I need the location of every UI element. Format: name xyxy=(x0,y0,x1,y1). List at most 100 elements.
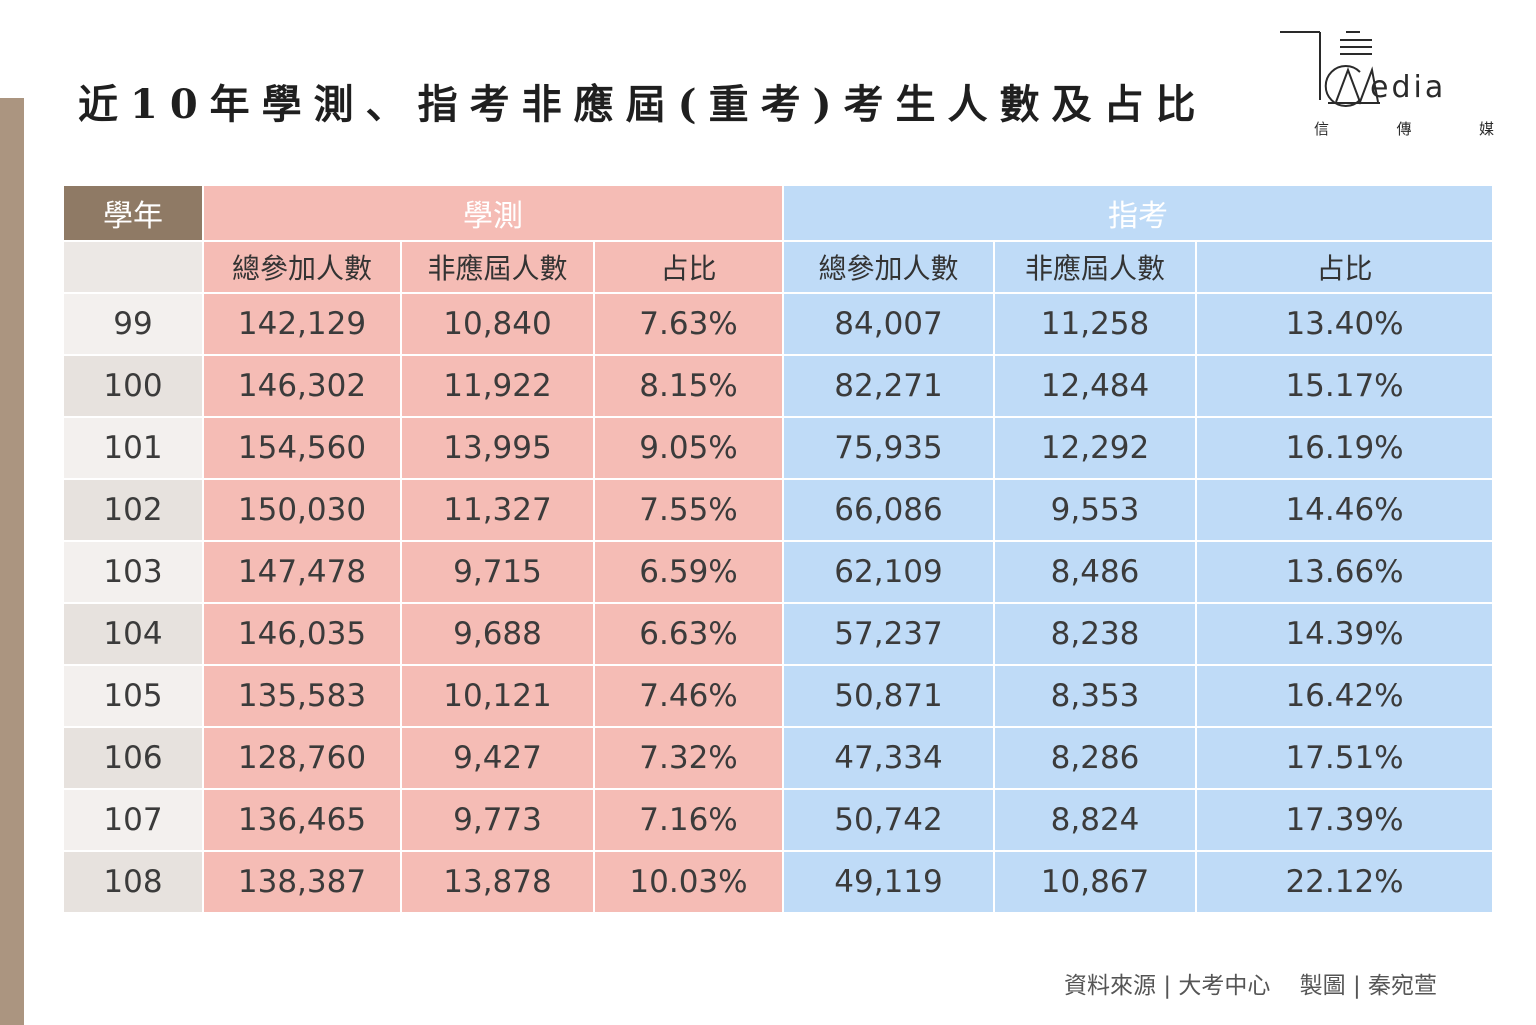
ast-cell: 66,086 xyxy=(782,478,996,542)
ast-cell: 82,271 xyxy=(782,354,996,418)
gsat-cell: 138,387 xyxy=(202,850,402,914)
table-row: 104 146,035 9,688 6.63% 57,237 8,238 14.39% xyxy=(62,602,1495,666)
ast-cell: 75,935 xyxy=(782,416,996,480)
gsat-cell: 146,035 xyxy=(202,602,402,666)
ast-cell: 47,334 xyxy=(782,726,996,790)
year-cell: 101 xyxy=(62,416,204,480)
separator: | xyxy=(1352,973,1361,999)
footer-credits: 資料來源 | 大考中心 製圖 | 秦宛萱 xyxy=(1064,966,1437,1000)
ast-cell: 12,484 xyxy=(993,354,1198,418)
ast-cell: 57,237 xyxy=(782,602,996,666)
logo-mark-icon xyxy=(1280,31,1380,107)
column-header: 占比 xyxy=(1195,240,1495,294)
media-logo: edia 信 傳 媒 xyxy=(1276,26,1496,146)
year-cell: 104 xyxy=(62,602,204,666)
source-label: 資料來源 xyxy=(1064,973,1156,999)
maker-label: 製圖 xyxy=(1299,973,1346,999)
gsat-group-header: 學測 xyxy=(201,184,785,242)
gsat-cell: 136,465 xyxy=(202,788,402,852)
gsat-cell: 7.16% xyxy=(592,788,785,852)
table-body: 99 142,129 10,840 7.63% 84,007 11,258 13.40% 10… xyxy=(62,292,1495,914)
table-row: 99 142,129 10,840 7.63% 84,007 11,258 13.40% xyxy=(62,292,1495,356)
gsat-cell: 10,840 xyxy=(400,292,595,356)
logo-sub-char: 傳 xyxy=(1396,120,1412,138)
ast-cell: 16.19% xyxy=(1195,416,1495,480)
source-value: 大考中心 xyxy=(1178,973,1271,999)
group-header-row: 學年 學測 指考 xyxy=(62,184,1495,242)
gsat-cell: 150,030 xyxy=(202,478,402,542)
year-column-header xyxy=(62,240,204,294)
gsat-cell: 10,121 xyxy=(400,664,595,728)
column-header: 總參加人數 xyxy=(782,240,996,294)
ast-cell: 8,486 xyxy=(993,540,1198,604)
gsat-cell: 11,327 xyxy=(400,478,595,542)
table-row: 107 136,465 9,773 7.16% 50,742 8,824 17.39% xyxy=(62,788,1495,852)
ast-cell: 9,553 xyxy=(993,478,1198,542)
ast-cell: 14.39% xyxy=(1195,602,1495,666)
year-cell: 103 xyxy=(62,540,204,604)
table-row: 102 150,030 11,327 7.55% 66,086 9,553 14.46% xyxy=(62,478,1495,542)
side-accent-bar xyxy=(0,98,24,1025)
ast-group-header: 指考 xyxy=(782,184,1495,242)
ast-cell: 12,292 xyxy=(993,416,1198,480)
ast-cell: 8,286 xyxy=(993,726,1198,790)
table-row: 105 135,583 10,121 7.46% 50,871 8,353 16.42% xyxy=(62,664,1495,728)
gsat-cell: 11,922 xyxy=(400,354,595,418)
year-cell: 108 xyxy=(62,850,204,914)
ast-cell: 17.39% xyxy=(1195,788,1495,852)
year-cell: 100 xyxy=(62,354,204,418)
ast-cell: 16.42% xyxy=(1195,664,1495,728)
gsat-cell: 135,583 xyxy=(202,664,402,728)
gsat-cell: 10.03% xyxy=(592,850,785,914)
gsat-cell: 9,688 xyxy=(400,602,595,666)
ast-cell: 11,258 xyxy=(993,292,1198,356)
gsat-cell: 8.15% xyxy=(592,354,785,418)
ast-cell: 50,871 xyxy=(782,664,996,728)
gsat-cell: 9.05% xyxy=(592,416,785,480)
ast-cell: 8,238 xyxy=(993,602,1198,666)
ast-cell: 22.12% xyxy=(1195,850,1495,914)
gsat-cell: 142,129 xyxy=(202,292,402,356)
maker-value: 秦宛萱 xyxy=(1368,973,1437,999)
gsat-cell: 9,773 xyxy=(400,788,595,852)
ast-cell: 8,353 xyxy=(993,664,1198,728)
column-header: 非應屆人數 xyxy=(993,240,1198,294)
year-cell: 106 xyxy=(62,726,204,790)
ast-cell: 8,824 xyxy=(993,788,1198,852)
ast-cell: 50,742 xyxy=(782,788,996,852)
ast-cell: 84,007 xyxy=(782,292,996,356)
gsat-cell: 154,560 xyxy=(202,416,402,480)
page-title: 近10年學測、指考非應屆(重考)考生人數及占比 xyxy=(78,81,1208,128)
ast-cell: 13.40% xyxy=(1195,292,1495,356)
table-row: 100 146,302 11,922 8.15% 82,271 12,484 15.17% xyxy=(62,354,1495,418)
table-row: 103 147,478 9,715 6.59% 62,109 8,486 13.66% xyxy=(62,540,1495,604)
gsat-cell: 6.63% xyxy=(592,602,785,666)
ast-cell: 17.51% xyxy=(1195,726,1495,790)
year-cell: 105 xyxy=(62,664,204,728)
gsat-cell: 13,995 xyxy=(400,416,595,480)
ast-cell: 10,867 xyxy=(993,850,1198,914)
separator: | xyxy=(1163,973,1172,999)
column-header: 總參加人數 xyxy=(202,240,402,294)
table-row: 101 154,560 13,995 9.05% 75,935 12,292 16.19% xyxy=(62,416,1495,480)
gsat-cell: 9,427 xyxy=(400,726,595,790)
column-header: 非應屆人數 xyxy=(400,240,595,294)
ast-cell: 49,119 xyxy=(782,850,996,914)
ast-cell: 62,109 xyxy=(782,540,996,604)
ast-cell: 13.66% xyxy=(1195,540,1495,604)
table-row: 108 138,387 13,878 10.03% 49,119 10,867 22.12% xyxy=(62,850,1495,914)
gsat-cell: 128,760 xyxy=(202,726,402,790)
gsat-cell: 7.46% xyxy=(592,664,785,728)
column-header-row: 總參加人數 非應屆人數 占比 總參加人數 非應屆人數 占比 xyxy=(62,240,1495,294)
ast-cell: 14.46% xyxy=(1195,478,1495,542)
gsat-cell: 13,878 xyxy=(400,850,595,914)
gsat-cell: 6.59% xyxy=(592,540,785,604)
ast-cell: 15.17% xyxy=(1195,354,1495,418)
gsat-cell: 9,715 xyxy=(400,540,595,604)
year-group-header: 學年 xyxy=(62,184,204,242)
gsat-cell: 147,478 xyxy=(202,540,402,604)
gsat-cell: 7.63% xyxy=(592,292,785,356)
gsat-cell: 7.55% xyxy=(592,478,785,542)
exam-stats-table: 學年 學測 指考 總參加人數 非應屆人數 占比 總參加人數 非應屆人數 占比 9… xyxy=(62,184,1495,914)
